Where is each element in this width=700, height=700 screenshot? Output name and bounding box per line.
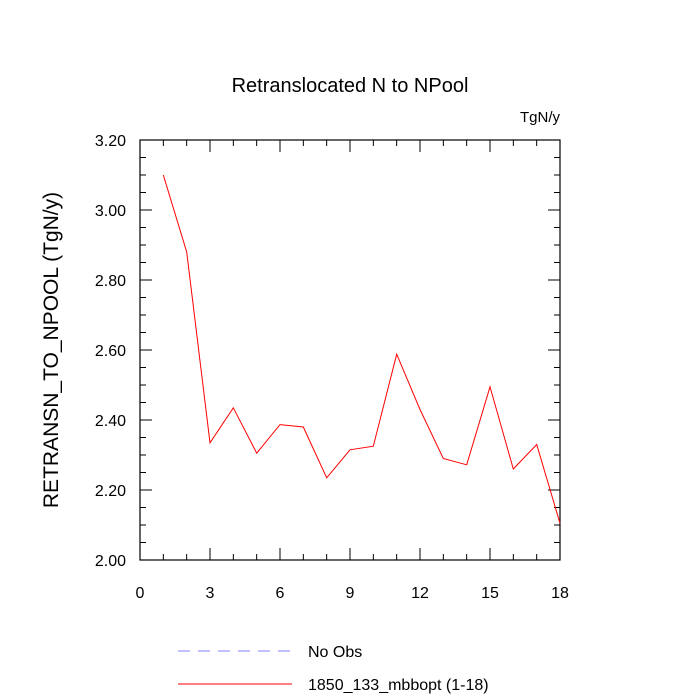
- y-tick-label: 2.40: [95, 413, 126, 430]
- axis-ticks: 0 3 6 9 12 15 18 2.00 2.20 2.40 2.60 2.80 3.00 3.20: [95, 133, 569, 602]
- series-group: [162, 174, 561, 524]
- y-tick-label: 2.20: [95, 483, 126, 500]
- x-tick-label: 0: [136, 585, 145, 602]
- y-axis-label: RETRANSN_TO_NPOOL (TgN/y): [40, 192, 63, 508]
- y-tick-label: 2.60: [95, 343, 126, 360]
- chart-title: Retranslocated N to NPool: [232, 75, 469, 97]
- x-tick-label: 6: [276, 585, 285, 602]
- x-tick-label: 3: [206, 585, 215, 602]
- legend: No Obs 1850_133_mbbopt (1-18): [178, 644, 489, 694]
- y-tick-label: 3.00: [95, 203, 126, 220]
- plot-frame: [139, 139, 561, 561]
- x-tick-label: 15: [481, 585, 499, 602]
- legend-label-series: 1850_133_mbbopt (1-18): [308, 677, 489, 694]
- units-label: TgN/y: [520, 109, 561, 126]
- x-tick-label: 9: [346, 585, 355, 602]
- y-tick-label: 2.00: [95, 553, 126, 570]
- legend-label-no-obs: No Obs: [308, 644, 362, 661]
- y-tick-label: 2.80: [95, 273, 126, 290]
- plot-area: 0 3 6 9 12 15 18 2.00 2.20 2.40 2.60 2.80 3.00 3.20: [95, 133, 569, 602]
- x-tick-label: 12: [411, 585, 429, 602]
- x-tick-label: 18: [551, 585, 569, 602]
- y-tick-label: 3.20: [95, 133, 126, 150]
- series-line: [162, 174, 561, 524]
